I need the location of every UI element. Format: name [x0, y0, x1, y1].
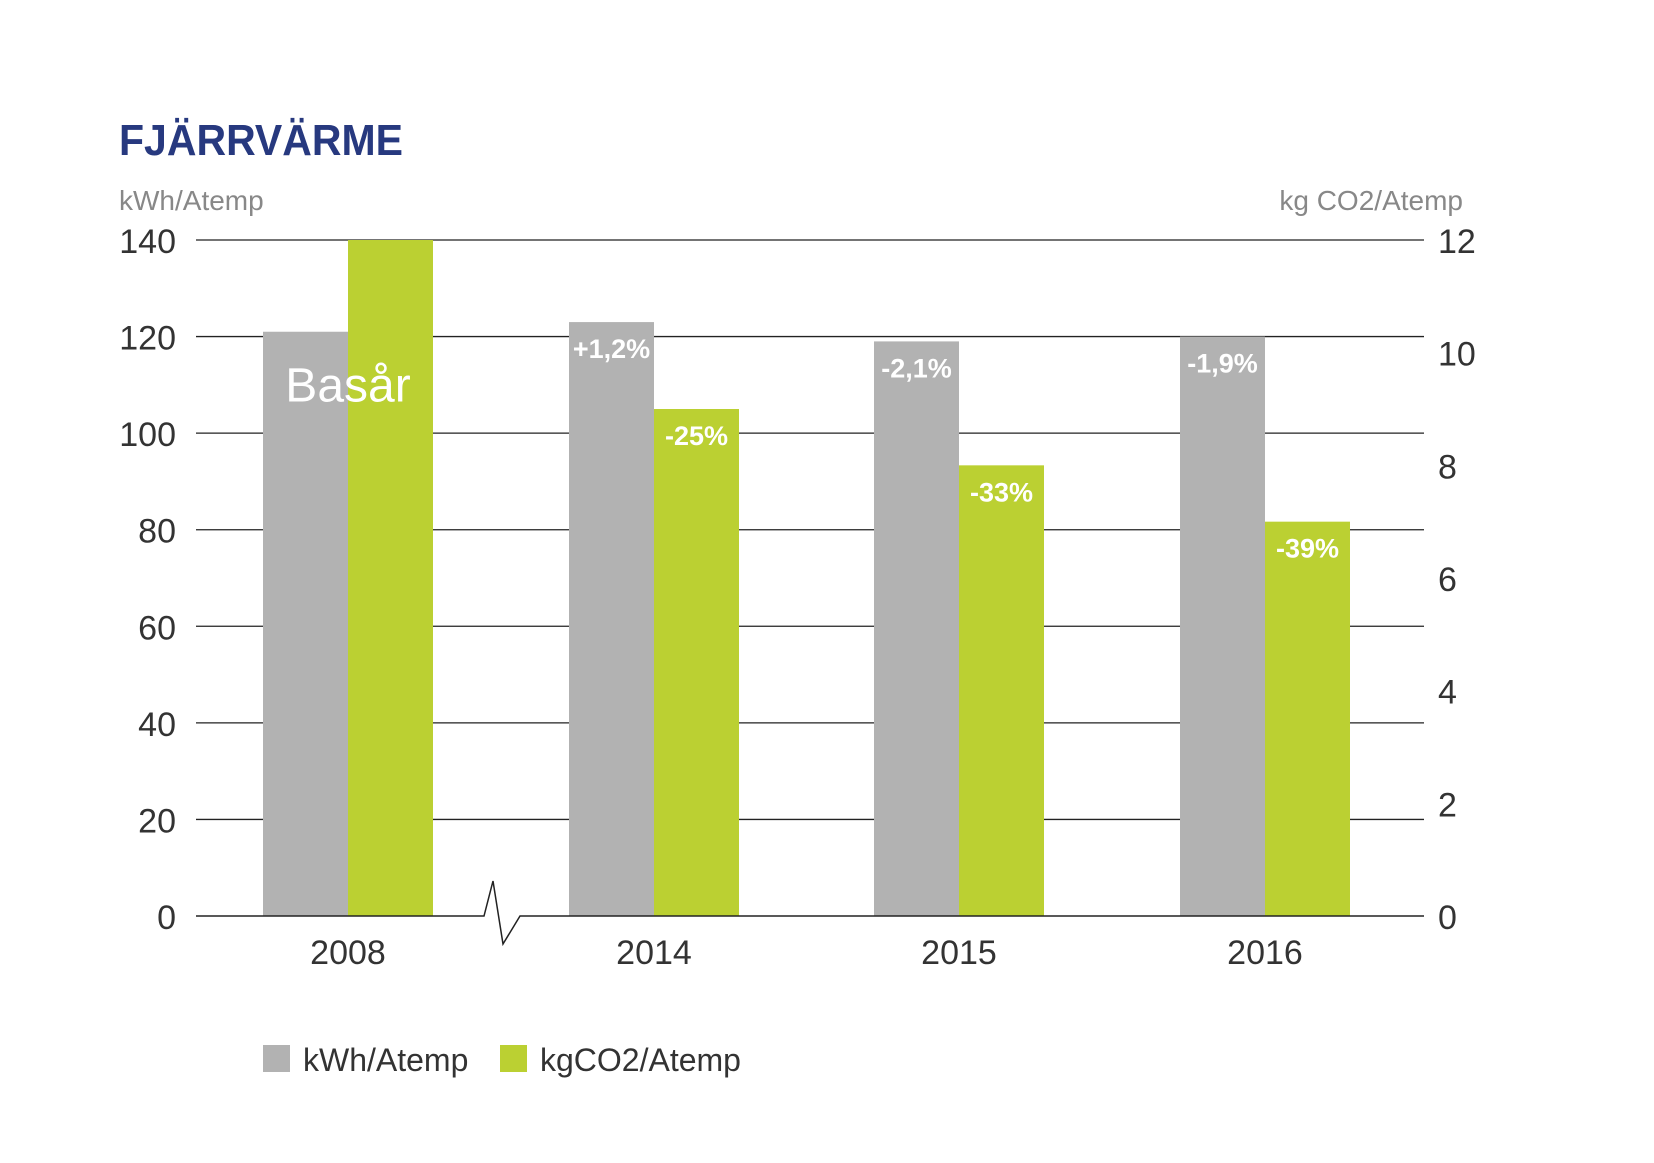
y-tick-label-right: 12 — [1438, 223, 1476, 261]
y-tick-label-right: 8 — [1438, 448, 1457, 486]
bar-kwh-2008 — [263, 331, 348, 916]
chart-title: FJÄRRVÄRME — [119, 116, 403, 165]
legend-swatch-co2 — [500, 1045, 527, 1072]
y-tick-label-right: 6 — [1438, 561, 1457, 599]
bar-co2-2016 — [1265, 521, 1350, 916]
y-tick-label-right: 10 — [1438, 336, 1476, 374]
data-label-kwh: Basår — [285, 360, 410, 413]
legend: kWh/Atemp kgCO2/Atemp — [263, 1042, 741, 1078]
data-label-co2: -33% — [970, 477, 1033, 507]
data-label-co2: -25% — [665, 421, 728, 451]
y-tick-label-left: 80 — [138, 513, 176, 551]
y-tick-label-left: 140 — [119, 223, 176, 261]
data-label-kwh: -1,9% — [1187, 349, 1258, 379]
legend-label: kgCO2/Atemp — [540, 1042, 741, 1078]
y-tick-label-left: 0 — [157, 899, 176, 937]
y-tick-label-right: 2 — [1438, 786, 1457, 824]
x-tick-label: 2015 — [921, 934, 997, 972]
legend-swatch-kwh — [263, 1045, 290, 1072]
axes: 0 20 40 60 80 100 120 140 0 2 4 6 8 10 12 2008 2014 2015 2… — [119, 223, 1476, 972]
bar-kwh-2015 — [874, 341, 959, 916]
bar-co2-2008 — [348, 240, 433, 916]
bar-co2-2014 — [654, 409, 739, 916]
y-tick-label-left: 100 — [119, 416, 176, 454]
y-tick-label-left: 120 — [119, 320, 176, 358]
data-labels: Basår +1,2% -25% -2,1% -33% -1,9% -39% — [285, 334, 1339, 564]
bars — [263, 240, 1350, 917]
legend-label: kWh/Atemp — [303, 1042, 468, 1078]
x-axis-baseline-with-break — [196, 880, 1424, 947]
data-label-kwh: -2,1% — [881, 353, 952, 383]
y-axis-left-label: kWh/Atemp — [119, 185, 264, 216]
y-tick-label-left: 60 — [138, 609, 176, 647]
y-tick-label-left: 20 — [138, 802, 176, 840]
y-tick-label-right: 0 — [1438, 899, 1457, 937]
bar-kwh-2016 — [1180, 336, 1265, 917]
data-label-kwh: +1,2% — [573, 334, 650, 364]
bar-co2-2015 — [959, 465, 1044, 916]
y-tick-label-right: 4 — [1438, 674, 1457, 712]
x-tick-label: 2016 — [1227, 934, 1303, 972]
x-tick-label: 2008 — [310, 934, 386, 972]
data-label-co2: -39% — [1276, 534, 1339, 564]
bar-kwh-2014 — [569, 322, 654, 917]
y-tick-label-left: 40 — [138, 706, 176, 744]
y-axis-right-label: kg CO2/Atemp — [1279, 185, 1463, 216]
x-tick-label: 2014 — [616, 934, 692, 972]
